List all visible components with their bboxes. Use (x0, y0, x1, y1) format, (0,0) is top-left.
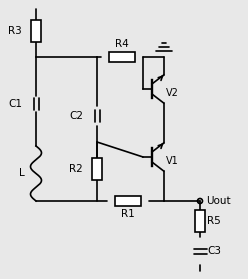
Text: Uout: Uout (206, 196, 231, 206)
Text: R2: R2 (69, 164, 83, 174)
Bar (115, 196, 141, 206)
Bar (31, 20, 41, 42)
Text: R4: R4 (115, 39, 129, 49)
Text: V1: V1 (166, 156, 179, 166)
Text: R5: R5 (207, 216, 221, 226)
Bar (195, 210, 205, 232)
Text: R1: R1 (121, 209, 135, 219)
Bar (92, 158, 102, 180)
Text: L: L (19, 169, 25, 179)
Bar (109, 52, 135, 62)
Text: C3: C3 (207, 246, 221, 256)
Text: C1: C1 (8, 99, 22, 109)
Text: R3: R3 (8, 26, 22, 36)
Text: V2: V2 (166, 88, 179, 98)
Text: C2: C2 (69, 111, 83, 121)
